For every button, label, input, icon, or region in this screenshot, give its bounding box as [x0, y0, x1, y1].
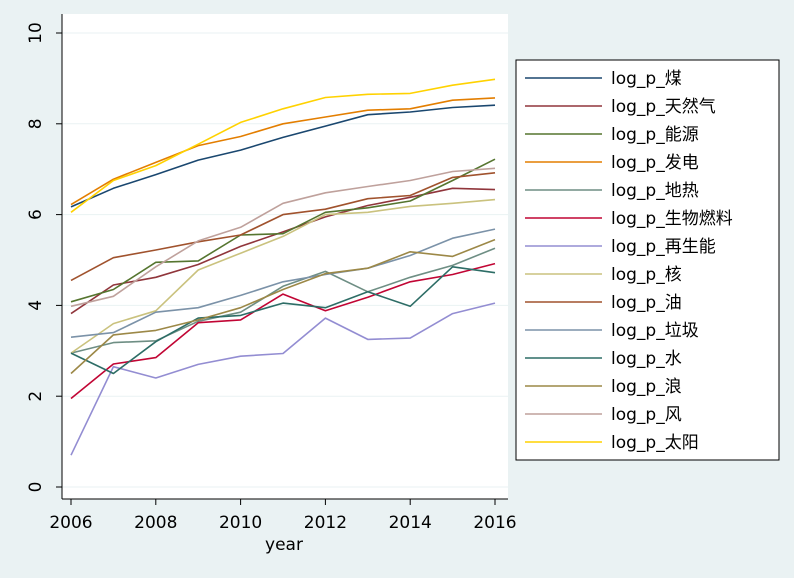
series-line-5 [70, 262, 496, 400]
y-tick-label: 6 [26, 209, 46, 220]
series-line-4 [70, 247, 496, 354]
x-tick-label: 2016 [473, 513, 516, 533]
y-tick-label: 0 [26, 482, 46, 493]
y-tick-label: 10 [26, 22, 46, 44]
plot-area [62, 14, 508, 499]
legend-label: log_p_天然气 [611, 97, 716, 117]
legend-label: log_p_生物燃料 [611, 209, 733, 229]
series-line-0 [70, 104, 496, 208]
x-axis-title: year [265, 535, 303, 555]
legend: log_p_煤 log_p_天然气 log_p_能源 log_p_发电 log_p_地热… [525, 69, 733, 453]
legend-item: log_p_风 [525, 405, 682, 425]
series-line-13 [70, 78, 496, 213]
series-line-10 [70, 265, 496, 375]
legend-item: log_p_再生能 [525, 237, 716, 257]
x-tick-label: 2010 [219, 513, 262, 533]
series-line-12 [70, 167, 496, 308]
legend-label: log_p_风 [611, 405, 682, 425]
y-axis-ticks: 0 2 4 6 8 10 [26, 22, 62, 492]
legend-item: log_p_发电 [525, 153, 699, 173]
legend-item: log_p_能源 [525, 125, 699, 145]
x-tick-label: 2006 [49, 513, 92, 533]
series-line-6 [70, 302, 496, 456]
legend-label: log_p_垃圾 [611, 321, 699, 341]
legend-item: log_p_煤 [525, 69, 682, 89]
series-line-3 [70, 97, 496, 206]
series-line-11 [70, 238, 496, 375]
legend-label: log_p_发电 [611, 153, 699, 173]
y-tick-label: 4 [26, 300, 46, 311]
legend-item: log_p_核 [525, 265, 682, 285]
legend-box [515, 59, 780, 461]
legend-label: log_p_太阳 [611, 433, 699, 453]
legend-label: log_p_煤 [611, 69, 682, 89]
legend-label: log_p_地热 [611, 181, 699, 201]
series-lines [70, 78, 496, 456]
legend-label: log_p_能源 [611, 125, 699, 145]
x-tick-label: 2012 [304, 513, 347, 533]
legend-item: log_p_生物燃料 [525, 209, 733, 229]
series-line-8 [70, 172, 496, 282]
legend-label: log_p_油 [611, 293, 682, 313]
legend-item: log_p_垃圾 [525, 321, 699, 341]
legend-label: log_p_浪 [611, 377, 682, 397]
x-tick-label: 2008 [134, 513, 177, 533]
legend-item: log_p_水 [525, 349, 682, 369]
legend-item: log_p_油 [525, 293, 682, 313]
legend-label: log_p_再生能 [611, 237, 716, 257]
gridlines [62, 32, 508, 488]
series-line-7 [70, 198, 496, 354]
legend-item: log_p_浪 [525, 377, 682, 397]
legend-item: log_p_太阳 [525, 433, 699, 453]
x-axis-ticks: 2006 2008 2010 2012 2014 2016 [49, 499, 517, 533]
series-line-9 [70, 228, 496, 338]
legend-item: log_p_天然气 [525, 97, 716, 117]
y-tick-label: 8 [26, 118, 46, 129]
x-tick-label: 2014 [389, 513, 432, 533]
y-tick-label: 2 [26, 391, 46, 402]
series-line-2 [70, 158, 496, 303]
legend-label: log_p_核 [611, 265, 682, 285]
legend-label: log_p_水 [611, 349, 682, 369]
legend-item: log_p_地热 [525, 181, 699, 201]
